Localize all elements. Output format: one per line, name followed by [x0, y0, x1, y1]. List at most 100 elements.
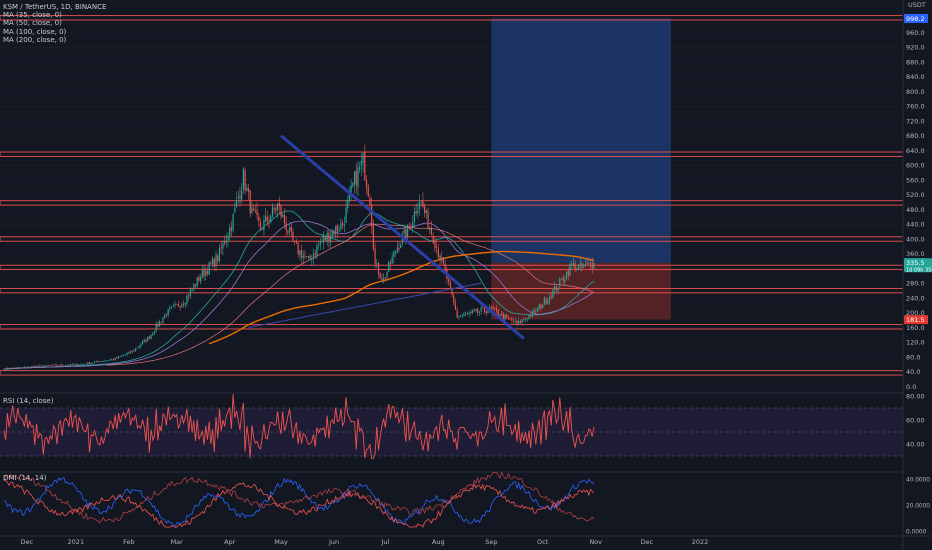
candle-body	[186, 295, 188, 304]
candle-body	[8, 367, 10, 369]
candle-body	[244, 170, 246, 191]
candle-body	[83, 363, 85, 365]
candle-body	[47, 365, 50, 366]
candle-body	[471, 310, 474, 313]
candle-body	[466, 313, 469, 314]
candle-body	[268, 220, 270, 221]
stop-zone-fill	[491, 262, 671, 320]
dmi-line-1	[3, 480, 595, 528]
time-axis[interactable]: Dec 2021 Feb Mar Apr May Jun Jul Aug Sep Oct Nov Dec…	[0, 535, 932, 546]
price-axis[interactable]: USDT 960.0 920.0 880.0 840.0 800.0 760.0 720.0 6…	[902, 0, 932, 550]
candle-body	[249, 190, 251, 214]
rsi-title[interactable]: RSI (14, close)	[3, 397, 54, 405]
candle-body	[507, 316, 510, 319]
candle-body	[176, 303, 178, 305]
candle-body	[78, 364, 80, 366]
rsi-tick-label: 40.00	[906, 440, 925, 448]
candle-body	[304, 255, 306, 257]
candle-body	[528, 315, 530, 319]
candle-body	[422, 201, 424, 208]
candle-body	[297, 243, 299, 254]
candle-body	[543, 298, 545, 306]
candle-body	[46, 365, 48, 367]
candle-body	[340, 223, 342, 230]
candle-body	[579, 263, 581, 266]
legend-ma-50[interactable]: MA (50, close, 0)	[3, 19, 62, 28]
candle-body	[23, 367, 26, 368]
candle-body	[295, 241, 298, 244]
candle-body	[230, 226, 233, 231]
candle-body	[270, 216, 272, 223]
candle-body	[160, 321, 162, 323]
candle-body	[400, 244, 402, 249]
candle-body	[292, 232, 294, 241]
candle-body	[518, 320, 520, 324]
time-tick-label: Jul	[380, 538, 389, 546]
candle-body	[49, 365, 51, 367]
candle-body	[27, 366, 29, 368]
candle-body	[253, 208, 255, 211]
candle-body	[5, 368, 7, 370]
candle-body	[273, 208, 275, 210]
candle-body	[278, 203, 280, 207]
candle-body	[405, 228, 407, 239]
candle-body	[227, 236, 229, 241]
candle-body	[213, 258, 215, 267]
price-tick-label: 920.0	[906, 44, 925, 52]
candle-body	[225, 240, 227, 243]
candle-body	[22, 367, 24, 368]
candle-body	[355, 170, 357, 186]
legend-ma-200[interactable]: MA (200, close, 0)	[3, 35, 67, 44]
candle-body	[212, 258, 214, 265]
time-tick-label: Oct	[537, 538, 549, 546]
candle-body	[208, 262, 210, 275]
candle-body	[347, 200, 349, 209]
candle-body	[432, 235, 434, 244]
candle-body	[106, 360, 108, 362]
candle-body	[290, 226, 292, 232]
candle-body	[241, 190, 243, 200]
price-tick-label: 480.0	[906, 206, 925, 214]
candle-body	[56, 364, 58, 366]
time-tick-label: May	[274, 538, 288, 546]
candle-body	[194, 284, 197, 287]
legend-ma-100[interactable]: MA (100, close, 0)	[3, 27, 67, 36]
candle-body	[145, 340, 147, 342]
candle-body	[542, 304, 544, 309]
candle-body	[135, 348, 137, 351]
candle-body	[37, 365, 39, 367]
candle-body	[547, 300, 549, 304]
candle-body	[538, 304, 540, 309]
candle-body	[444, 264, 446, 270]
candle-body	[73, 364, 75, 365]
legend-ma-35[interactable]: MA (35, close, 0)	[3, 11, 62, 20]
candle-body	[554, 286, 556, 290]
candle-body	[360, 160, 362, 166]
candle-body	[140, 344, 142, 347]
candle-body	[569, 264, 571, 276]
candle-body	[574, 263, 576, 271]
candle-body	[576, 268, 578, 270]
candle-body	[191, 288, 193, 291]
candle-body	[463, 314, 465, 316]
candle-body	[11, 367, 14, 369]
candle-body	[112, 358, 115, 360]
dmi-title[interactable]: DMI (14, 14)	[3, 474, 47, 482]
candle-body	[259, 221, 262, 230]
candle-body	[294, 240, 296, 242]
candle-body	[336, 224, 339, 231]
candle-body	[403, 229, 405, 234]
rsi-line	[3, 394, 595, 459]
price-tick-label: 120.0	[906, 339, 925, 347]
candle-body	[338, 230, 340, 232]
candle-body	[458, 316, 460, 318]
candle-body	[564, 279, 566, 283]
candle-body	[41, 365, 43, 367]
candle-body	[584, 263, 586, 266]
candle-body	[104, 360, 106, 362]
time-tick-label: Jun	[328, 538, 339, 546]
candle-body	[383, 277, 385, 280]
candle-body	[247, 188, 250, 192]
